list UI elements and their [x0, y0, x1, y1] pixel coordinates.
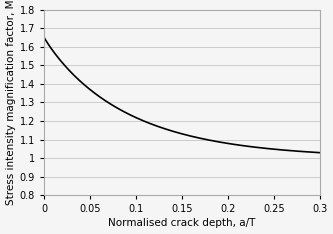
X-axis label: Normalised crack depth, a/T: Normalised crack depth, a/T [108, 219, 256, 228]
Y-axis label: Stress intensity magnification factor, M: Stress intensity magnification factor, M [6, 0, 16, 205]
